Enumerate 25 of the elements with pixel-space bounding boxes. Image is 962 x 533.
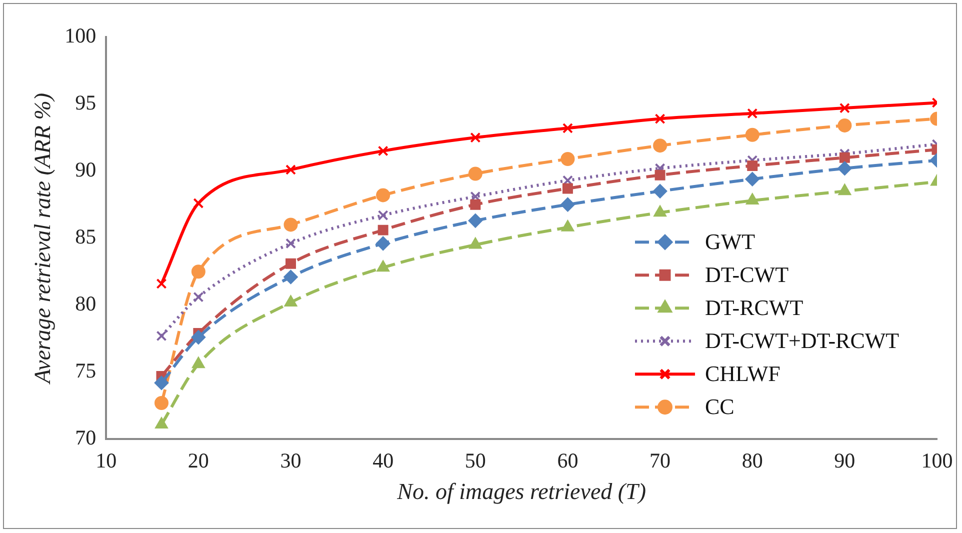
y-axis-title: Average retrieval rate (ARR %)	[30, 92, 55, 386]
x-tick-label: 90	[834, 448, 856, 472]
legend-label: CC	[705, 394, 734, 419]
x-tick-label: 20	[188, 448, 209, 472]
legend-label: DT-RCWT	[705, 294, 804, 320]
y-tick-label: 90	[75, 158, 96, 182]
x-axis-title: No. of images retrieved (T)	[396, 479, 646, 504]
x-tick-label: 60	[557, 448, 578, 472]
y-tick-label: 95	[75, 90, 96, 115]
x-tick-label: 80	[742, 448, 763, 472]
x-tick-label: 30	[280, 448, 302, 472]
x-tick-label: 50	[464, 448, 486, 472]
x-tick-label: 70	[650, 448, 671, 472]
y-tick-label: 80	[75, 292, 96, 316]
legend-label: GWT	[705, 228, 756, 254]
y-tick-label: 100	[64, 24, 96, 48]
y-tick-label: 75	[75, 358, 96, 383]
y-tick-label: 85	[75, 224, 96, 249]
x-tick-label: 100	[921, 448, 953, 472]
legend-label: DT-CWT	[705, 262, 790, 287]
legend-label: CHLWF	[705, 360, 780, 386]
legend-label: DT-CWT+DT-RCWT	[705, 328, 900, 353]
x-tick-label: 10	[96, 448, 117, 472]
y-tick-label: 70	[75, 426, 96, 450]
x-tick-label: 40	[372, 448, 394, 472]
